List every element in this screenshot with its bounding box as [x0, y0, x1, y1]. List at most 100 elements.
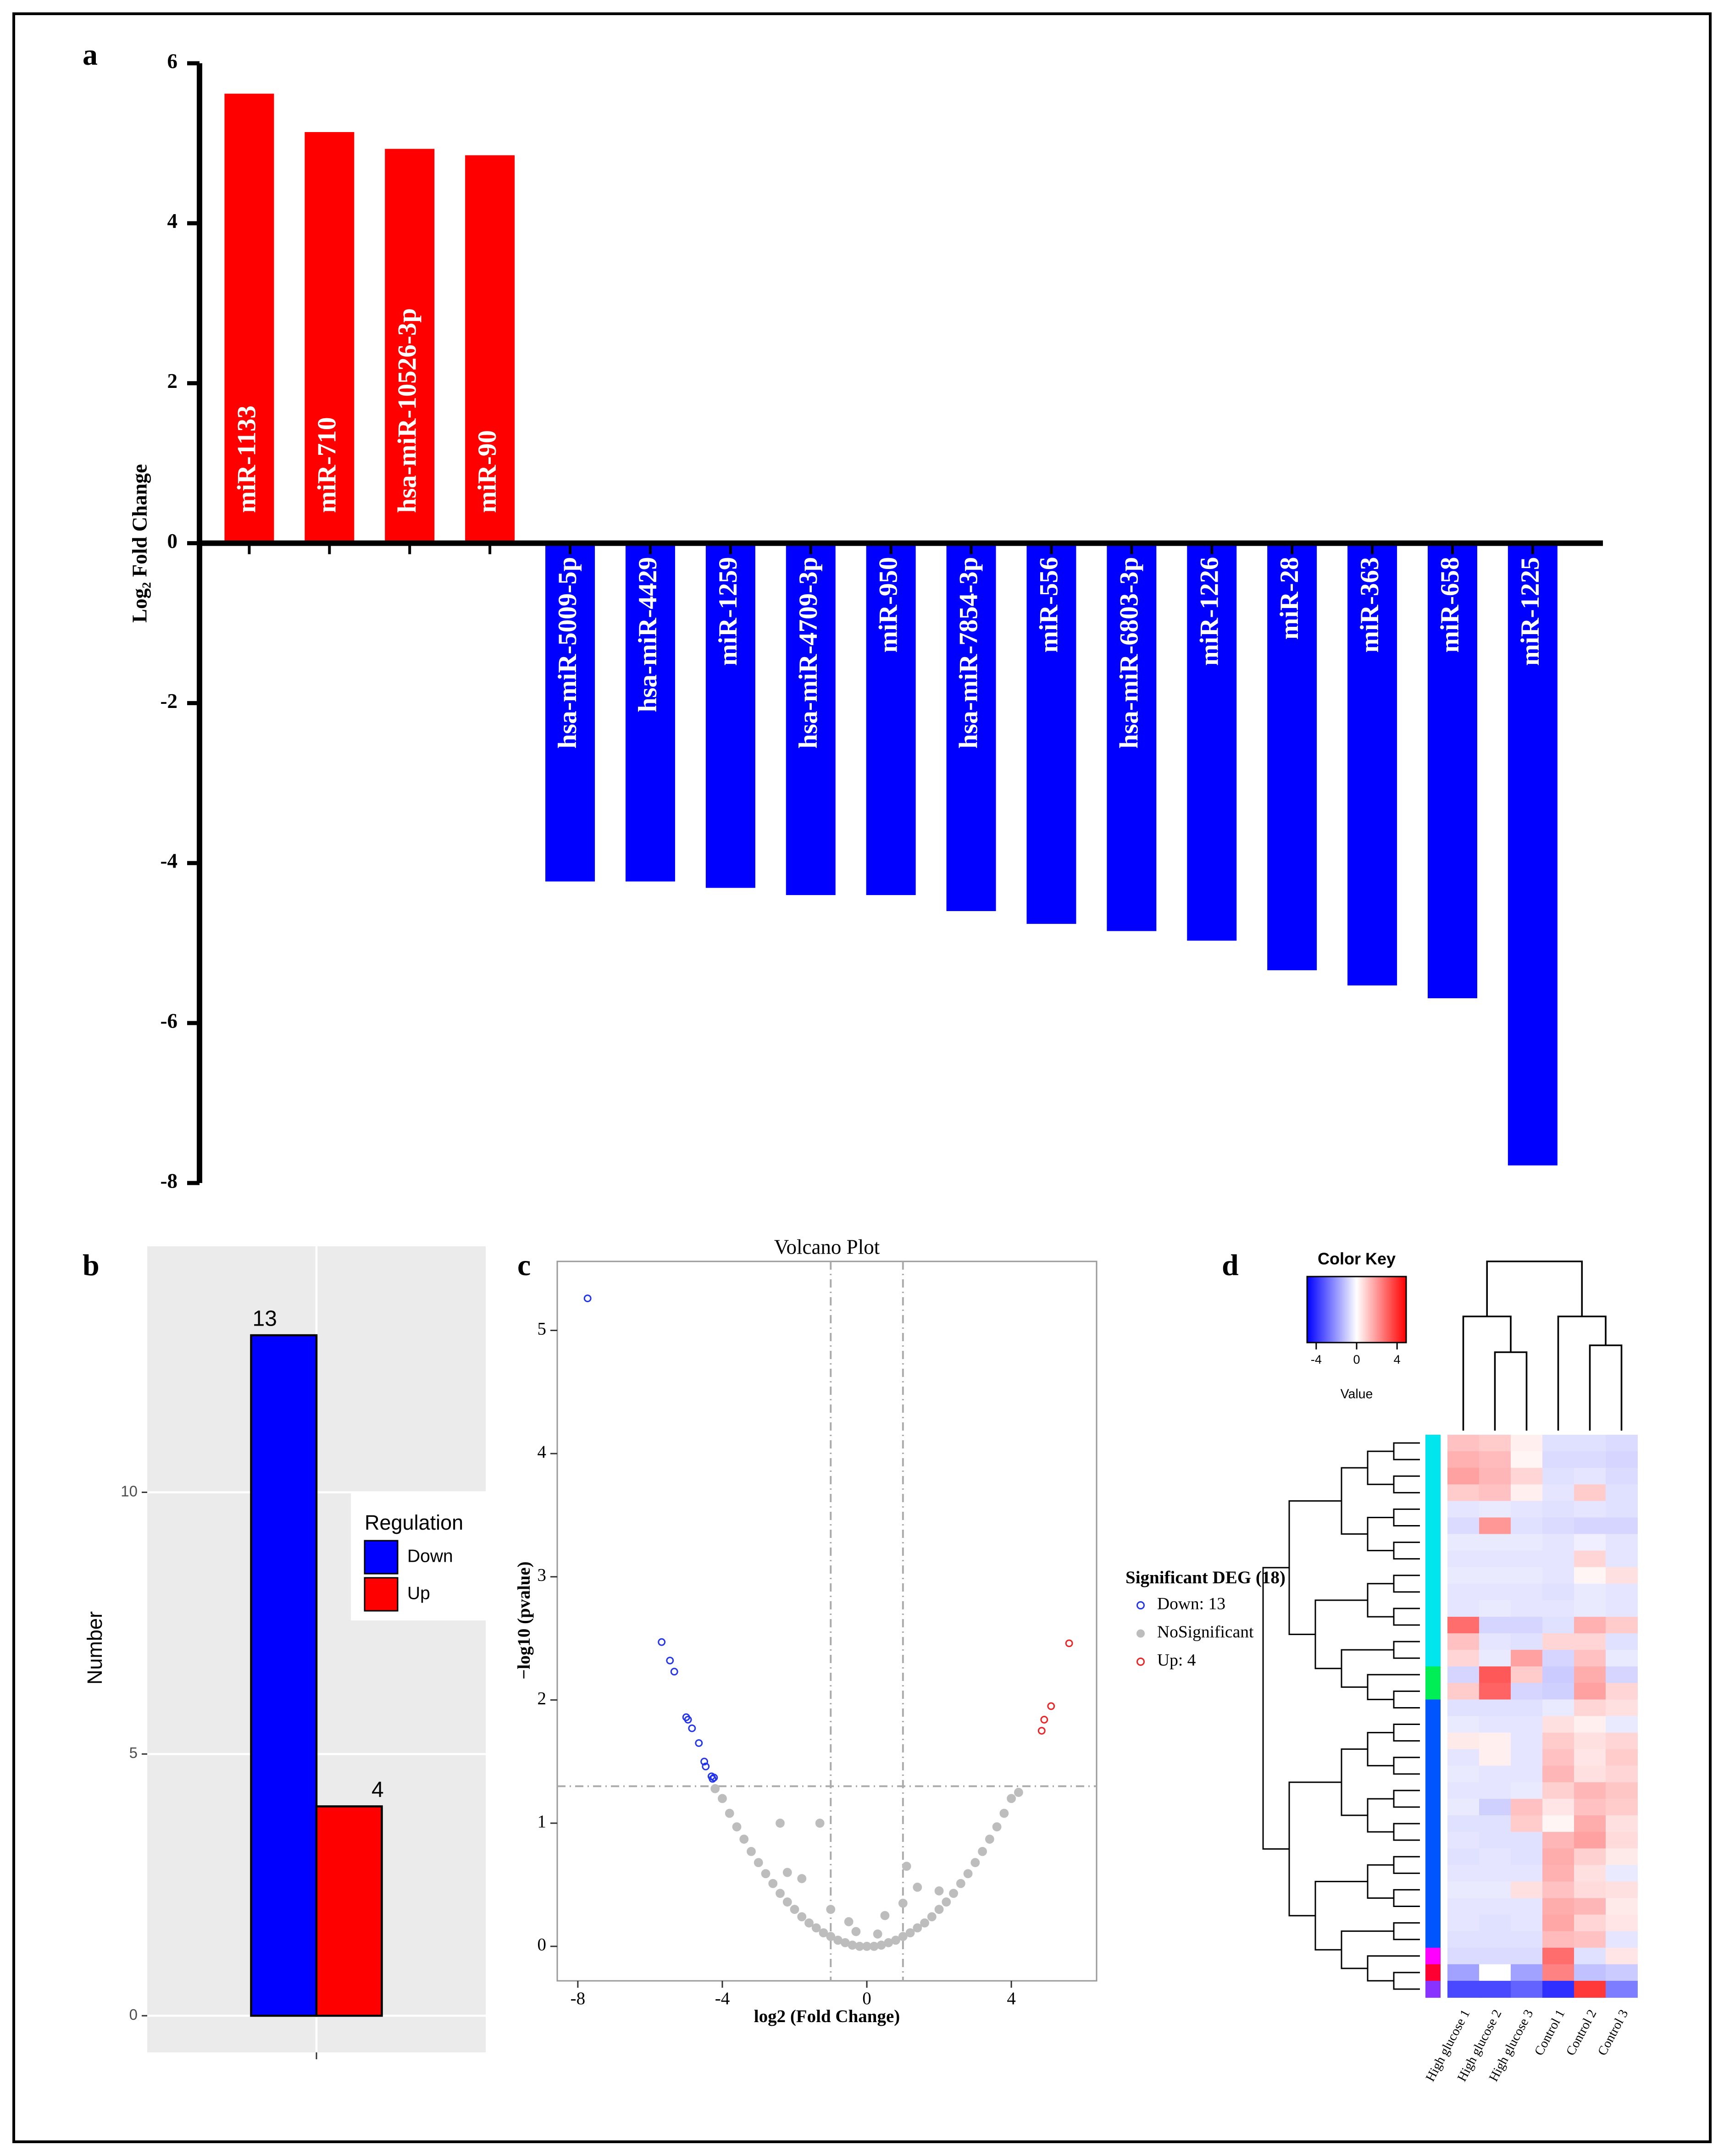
heatmap-cell	[1574, 1716, 1606, 1733]
heatmap-cell	[1542, 1567, 1574, 1584]
bar-label: miR-1225	[1516, 557, 1545, 666]
heatmap-cell	[1542, 1881, 1574, 1899]
heatmap-cell	[1447, 1765, 1480, 1783]
heatmap-cell	[1542, 1501, 1574, 1518]
point	[815, 1819, 825, 1828]
bar-label: hsa-miR-7854-3p	[954, 557, 983, 749]
point	[782, 1868, 792, 1877]
point	[747, 1847, 756, 1856]
bar	[1187, 543, 1237, 941]
legend-label: Down: 13	[1157, 1595, 1225, 1614]
point	[970, 1858, 980, 1867]
heatmap-cell	[1542, 1550, 1574, 1568]
bar-label: hsa-miR-10526-3p	[393, 308, 421, 513]
heatmap-cell	[1479, 1732, 1511, 1750]
bar	[946, 543, 996, 911]
point	[898, 1932, 908, 1941]
row-group-bar	[1425, 1550, 1441, 1568]
heatmap-cell	[1479, 1683, 1511, 1700]
y-tick-label: 0	[167, 530, 178, 553]
heatmap-cell	[1447, 1947, 1480, 1965]
heatmap-cell	[1447, 1964, 1480, 1981]
point	[1047, 1702, 1055, 1710]
point	[1037, 1727, 1046, 1735]
heatmap-cell	[1511, 1815, 1543, 1833]
y-tick-label: 5	[538, 1319, 547, 1338]
row-group-bar	[1425, 1931, 1441, 1948]
heatmap-cell	[1511, 1435, 1543, 1452]
heatmap-cell	[1574, 1683, 1606, 1700]
heatmap-cell	[1574, 1732, 1606, 1750]
heatmap-cell	[1447, 1583, 1480, 1601]
heatmap-cell	[1542, 1534, 1574, 1551]
point	[670, 1668, 678, 1676]
color-key-tick-label: 0	[1353, 1353, 1360, 1366]
data-label: 4	[371, 1778, 384, 1802]
x-tick-label: 4	[1007, 1989, 1016, 2008]
heatmap-cell	[1479, 1699, 1511, 1717]
heatmap-cell	[1574, 1865, 1606, 1882]
point	[913, 1882, 922, 1892]
heatmap-cell	[1447, 1815, 1480, 1833]
heatmap-cell	[1574, 1468, 1606, 1485]
heatmap-cell	[1511, 1898, 1543, 1915]
point	[869, 1941, 879, 1951]
bar	[625, 543, 675, 882]
bar	[315, 1805, 383, 2017]
heatmap-cell	[1479, 1666, 1511, 1684]
heatmap-cell	[1574, 1749, 1606, 1766]
x-axis-label: log2 (Fold Change)	[754, 2007, 900, 2026]
heatmap-cell	[1606, 1815, 1638, 1833]
point	[804, 1918, 814, 1928]
heatmap-cell	[1574, 1435, 1606, 1452]
heatmap-cell	[1606, 1633, 1638, 1651]
bar	[1508, 543, 1558, 1166]
heatmap-cell	[1511, 1633, 1543, 1651]
bar	[250, 1334, 318, 2017]
point	[920, 1918, 929, 1928]
heatmap-cell	[1542, 1914, 1574, 1932]
bar	[1427, 543, 1477, 999]
heatmap-cell	[1606, 1468, 1638, 1485]
heatmap-cell	[1447, 1567, 1480, 1584]
heatmap-cell	[1606, 1931, 1638, 1948]
heatmap-cell	[1447, 1848, 1480, 1866]
heatmap-cell	[1479, 1451, 1511, 1469]
legend-swatch	[364, 1540, 399, 1575]
point	[844, 1917, 854, 1926]
point	[1007, 1794, 1016, 1803]
y-tick-label: 4	[538, 1442, 547, 1462]
heatmap-cell	[1574, 1782, 1606, 1799]
heatmap-cell	[1511, 1914, 1543, 1932]
heatmap-cell	[1606, 1666, 1638, 1684]
y-tick-label: 6	[167, 50, 178, 72]
heatmap-cell	[1479, 1550, 1511, 1568]
y-tick-label: -8	[161, 1169, 178, 1192]
heatmap-cell	[1479, 1898, 1511, 1915]
heatmap-cell	[1542, 1683, 1574, 1700]
row-group-bar	[1425, 1732, 1441, 1750]
heatmap-cell	[1447, 1931, 1480, 1948]
point	[702, 1763, 710, 1770]
row-group-bar	[1425, 1683, 1441, 1700]
row-group-bar	[1425, 1964, 1441, 1981]
heatmap-cell	[1542, 1435, 1574, 1452]
point	[949, 1889, 958, 1898]
heatmap-cell	[1542, 1765, 1574, 1783]
bar	[305, 132, 355, 543]
point	[898, 1898, 908, 1908]
heatmap-cell	[1511, 1501, 1543, 1518]
heatmap-cell	[1606, 1881, 1638, 1899]
point	[797, 1912, 807, 1922]
legend-marker	[1136, 1601, 1145, 1610]
heatmap-cell	[1447, 1517, 1480, 1535]
legend-swatch	[364, 1577, 399, 1612]
heatmap-cell	[1479, 1848, 1511, 1866]
heatmap-cell	[1511, 1964, 1543, 1981]
bar-label: miR-1133	[233, 405, 261, 513]
heatmap-cell	[1447, 1683, 1480, 1700]
point	[710, 1774, 718, 1782]
heatmap-cell	[1606, 1765, 1638, 1783]
heatmap-cell	[1574, 1881, 1606, 1899]
heatmap-cell	[1606, 1567, 1638, 1584]
